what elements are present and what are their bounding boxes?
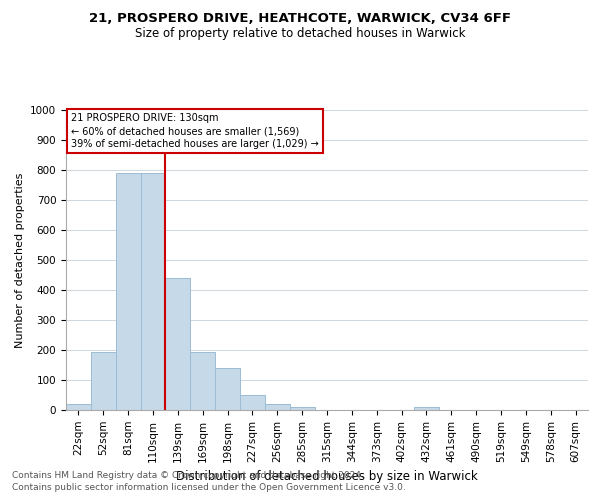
Text: 21, PROSPERO DRIVE, HEATHCOTE, WARWICK, CV34 6FF: 21, PROSPERO DRIVE, HEATHCOTE, WARWICK, …: [89, 12, 511, 26]
Bar: [166, 278, 190, 410]
Y-axis label: Number of detached properties: Number of detached properties: [14, 172, 25, 348]
Bar: [91, 352, 116, 410]
Bar: [265, 404, 290, 410]
Bar: [66, 404, 91, 410]
Bar: [190, 352, 215, 410]
Bar: [140, 173, 166, 410]
Text: Contains HM Land Registry data © Crown copyright and database right 2024.: Contains HM Land Registry data © Crown c…: [12, 471, 364, 480]
X-axis label: Distribution of detached houses by size in Warwick: Distribution of detached houses by size …: [176, 470, 478, 483]
Text: 21 PROSPERO DRIVE: 130sqm
← 60% of detached houses are smaller (1,569)
39% of se: 21 PROSPERO DRIVE: 130sqm ← 60% of detac…: [71, 113, 319, 150]
Bar: [414, 407, 439, 410]
Bar: [215, 368, 240, 410]
Bar: [240, 395, 265, 410]
Text: Size of property relative to detached houses in Warwick: Size of property relative to detached ho…: [135, 28, 465, 40]
Bar: [290, 407, 314, 410]
Text: Contains public sector information licensed under the Open Government Licence v3: Contains public sector information licen…: [12, 484, 406, 492]
Bar: [116, 173, 140, 410]
